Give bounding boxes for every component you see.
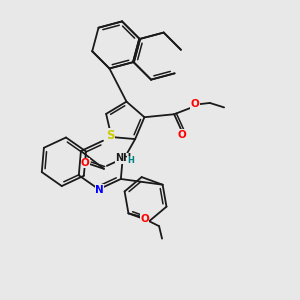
Text: H: H <box>127 156 134 165</box>
Text: NH: NH <box>115 153 131 164</box>
Text: N: N <box>95 185 104 195</box>
Text: O: O <box>178 130 187 140</box>
Text: O: O <box>140 214 149 224</box>
Text: S: S <box>106 129 114 142</box>
Text: O: O <box>81 158 90 168</box>
Text: O: O <box>190 99 199 110</box>
